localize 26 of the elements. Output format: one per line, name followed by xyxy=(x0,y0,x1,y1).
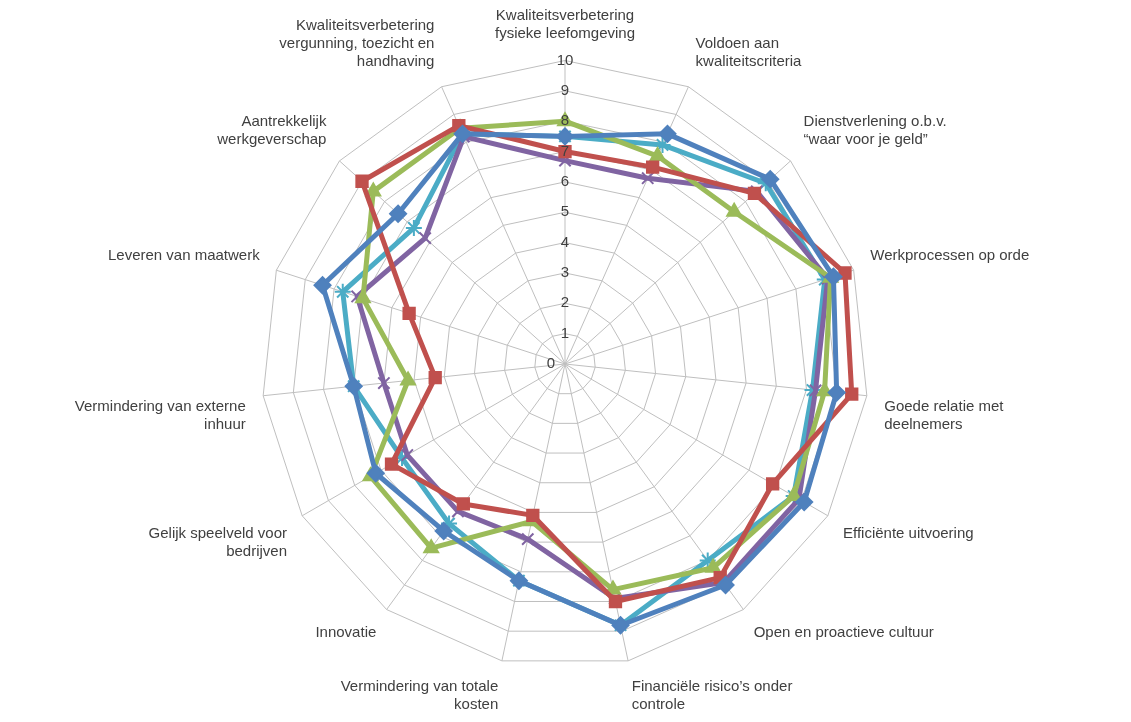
y-tick-label: 9 xyxy=(560,80,570,98)
spoke-label: Aantrekkelijk werkgeverschap xyxy=(216,112,327,148)
spoke-label: Financiële risico’s onder controle xyxy=(631,677,793,713)
spoke-label: Voldoen aan kwaliteitscriteria xyxy=(695,33,803,69)
spoke-label: Kwaliteitsverbetering vergunning, toezicht en handhaving xyxy=(279,15,435,69)
spoke-label: Efficiënte uitvoering xyxy=(842,523,974,541)
y-tick-label: 1 xyxy=(560,323,570,341)
spoke-label: Gelijk speelveld voor bedrijven xyxy=(148,523,288,559)
spoke-label: Open en proactieve cultuur xyxy=(753,622,934,640)
y-tick-label: 2 xyxy=(560,293,570,311)
spoke-label: Dienstverlening o.b.v. “waar voor je geld” xyxy=(803,112,947,148)
spoke-label: Innovatie xyxy=(315,622,377,640)
y-tick-label: 7 xyxy=(560,141,570,159)
y-tick-label: 0 xyxy=(546,354,556,372)
spoke-label: Leveren van maatwerk xyxy=(107,245,261,263)
spoke-label: Vermindering van totale kosten xyxy=(340,677,499,713)
spoke-label: Vermindering van externe inhuur xyxy=(74,396,246,432)
y-tick-label: 3 xyxy=(560,263,570,281)
y-tick-label: 10 xyxy=(556,50,574,68)
y-tick-label: 5 xyxy=(560,202,570,220)
spoke-label: Werkprocessen op orde xyxy=(870,245,1030,263)
y-tick-label: 6 xyxy=(560,172,570,190)
y-tick-label: 8 xyxy=(560,111,570,129)
spoke-label: Kwaliteitsverbetering fysieke leefomgeving xyxy=(494,6,636,42)
y-tick-label: 4 xyxy=(560,232,570,250)
spoke-label: Goede relatie met deelnemers xyxy=(884,396,1005,432)
